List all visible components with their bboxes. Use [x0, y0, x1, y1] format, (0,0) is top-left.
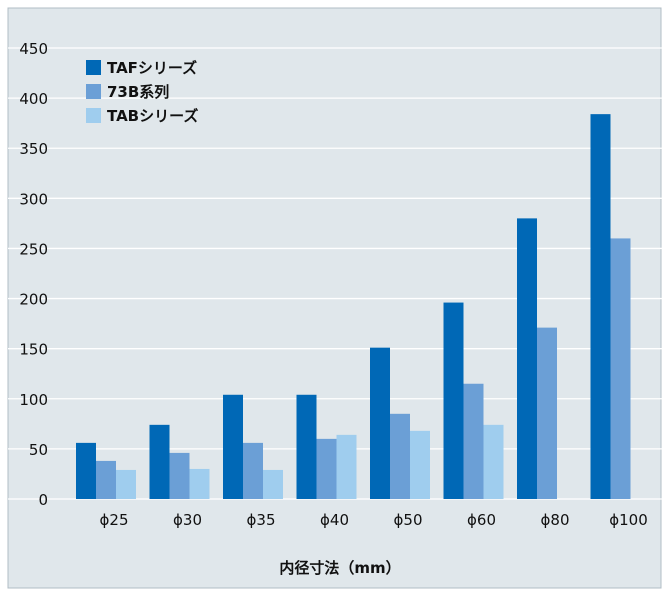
bar	[370, 347, 390, 499]
bar	[169, 452, 190, 499]
y-tick-label: 150	[19, 341, 48, 359]
x-axis-ticks: ϕ25 ϕ30 ϕ35 ϕ40 ϕ50 ϕ60 ϕ80 ϕ100	[100, 511, 648, 529]
y-axis-ticks: 0 50 100 150 200 250 300 350 400 450	[19, 40, 48, 509]
x-tick-label: ϕ25	[100, 511, 129, 529]
y-tick-label: 0	[38, 491, 48, 509]
legend: TAFシリーズ 73B系列 TABシリーズ	[86, 59, 198, 125]
y-tick-label: 100	[19, 391, 48, 409]
bar	[390, 413, 410, 499]
x-tick-label: ϕ40	[320, 511, 349, 529]
bar	[223, 394, 243, 499]
bar	[483, 424, 504, 499]
legend-swatch	[86, 84, 101, 99]
bar	[76, 442, 96, 499]
y-tick-label: 450	[19, 40, 48, 58]
x-tick-label: ϕ35	[247, 511, 276, 529]
x-tick-label: ϕ50	[394, 511, 423, 529]
bar	[410, 430, 430, 499]
bar	[296, 394, 317, 499]
x-tick-label: ϕ30	[173, 511, 202, 529]
bars	[76, 114, 631, 499]
x-axis-title: 内径寸法（mm）	[279, 559, 400, 577]
bar	[537, 327, 557, 499]
y-tick-label: 200	[19, 291, 48, 309]
legend-swatch	[86, 108, 101, 123]
bar	[96, 460, 116, 499]
bar	[116, 469, 136, 499]
legend-swatch	[86, 60, 101, 75]
bar	[316, 438, 337, 499]
legend-label: TABシリーズ	[107, 107, 198, 125]
bar	[517, 218, 537, 499]
bar	[463, 383, 484, 499]
y-tick-label: 350	[19, 140, 48, 158]
bar	[610, 238, 631, 499]
bar	[590, 114, 611, 499]
x-tick-label: ϕ60	[467, 511, 496, 529]
y-tick-label: 250	[19, 240, 48, 258]
bar	[189, 468, 210, 499]
bar	[243, 442, 263, 499]
bar	[263, 469, 283, 499]
x-tick-label: ϕ100	[609, 511, 648, 529]
bar	[336, 434, 357, 499]
y-tick-label: 400	[19, 90, 48, 108]
bar	[149, 424, 170, 499]
legend-label: 73B系列	[107, 83, 169, 101]
x-tick-label: ϕ80	[541, 511, 570, 529]
legend-label: TAFシリーズ	[107, 59, 197, 77]
bar	[443, 302, 464, 499]
y-tick-label: 50	[29, 441, 48, 459]
y-tick-label: 300	[19, 190, 48, 208]
